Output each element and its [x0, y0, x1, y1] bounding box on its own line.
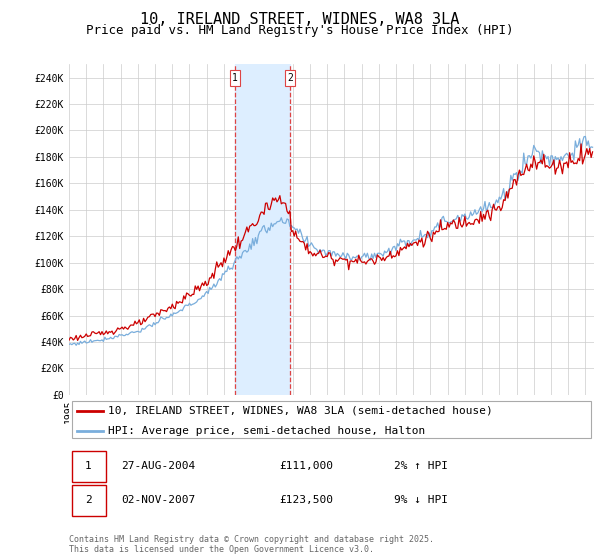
- Text: £123,500: £123,500: [279, 495, 333, 505]
- Text: HPI: Average price, semi-detached house, Halton: HPI: Average price, semi-detached house,…: [109, 426, 425, 436]
- Text: 2: 2: [85, 495, 92, 505]
- Text: 27-AUG-2004: 27-AUG-2004: [121, 460, 196, 470]
- Text: 02-NOV-2007: 02-NOV-2007: [121, 495, 196, 505]
- FancyBboxPatch shape: [285, 69, 295, 86]
- FancyBboxPatch shape: [230, 69, 240, 86]
- Text: 1: 1: [232, 73, 238, 83]
- Text: Price paid vs. HM Land Registry's House Price Index (HPI): Price paid vs. HM Land Registry's House …: [86, 24, 514, 37]
- Bar: [235, 64, 290, 395]
- Text: 2% ↑ HPI: 2% ↑ HPI: [395, 460, 449, 470]
- Text: 2: 2: [287, 73, 293, 83]
- Text: 1: 1: [85, 460, 92, 470]
- Text: 9% ↓ HPI: 9% ↓ HPI: [395, 495, 449, 505]
- Text: 10, IRELAND STREET, WIDNES, WA8 3LA (semi-detached house): 10, IRELAND STREET, WIDNES, WA8 3LA (sem…: [109, 405, 493, 416]
- Text: £111,000: £111,000: [279, 460, 333, 470]
- Text: 10, IRELAND STREET, WIDNES, WA8 3LA: 10, IRELAND STREET, WIDNES, WA8 3LA: [140, 12, 460, 27]
- Text: Contains HM Land Registry data © Crown copyright and database right 2025.
This d: Contains HM Land Registry data © Crown c…: [69, 535, 434, 554]
